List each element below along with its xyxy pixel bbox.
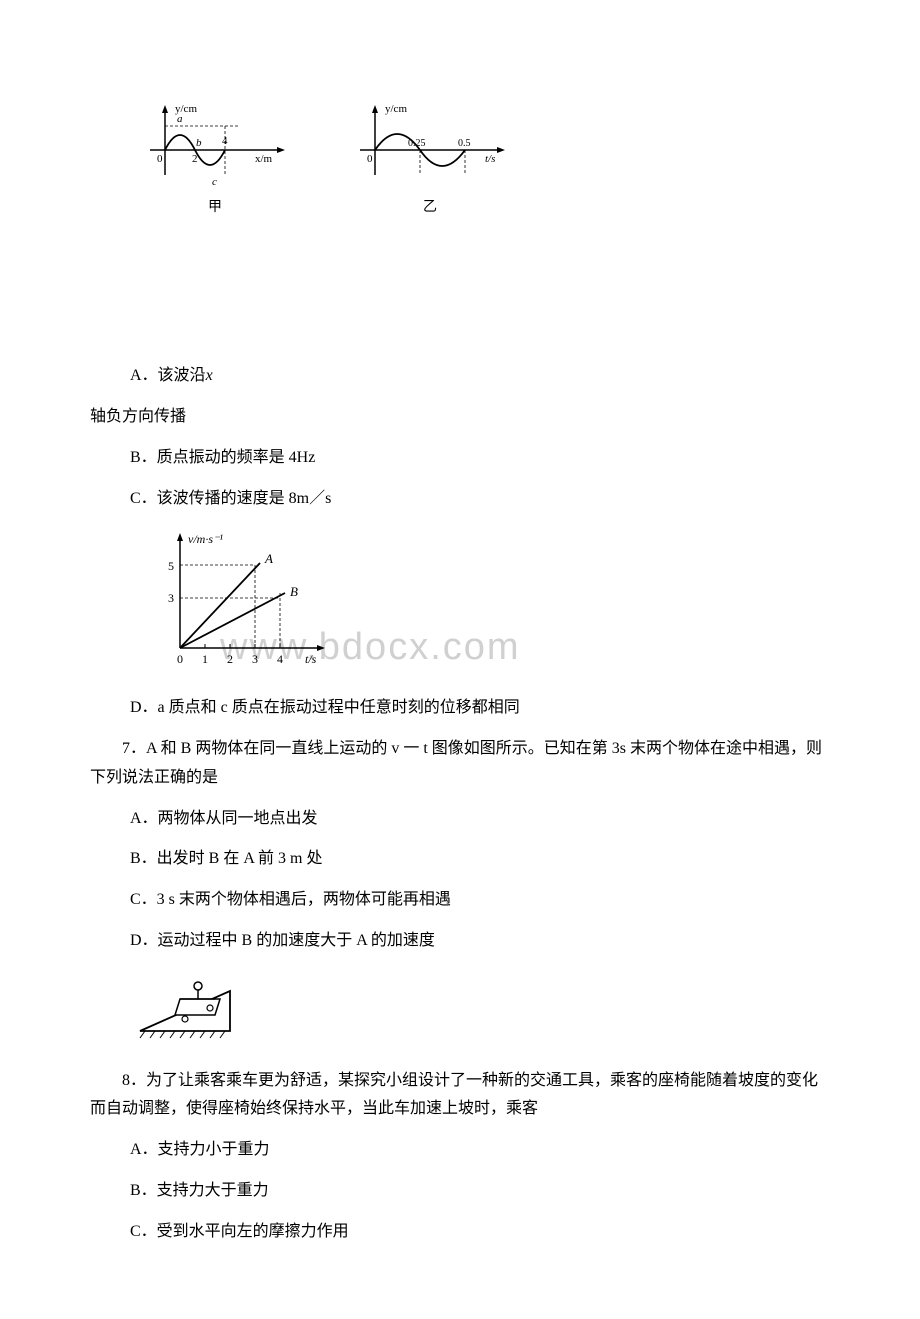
q8-option-b: B．支持力大于重力 <box>130 1177 830 1206</box>
svg-text:2: 2 <box>227 652 233 666</box>
svg-text:4: 4 <box>277 652 283 666</box>
svg-text:B: B <box>290 584 298 599</box>
q6-option-c: C．该波传播的速度是 8m／s <box>130 485 830 514</box>
svg-text:c: c <box>212 176 217 188</box>
svg-text:3: 3 <box>168 591 174 605</box>
wave-graph-left: y/cm x/m 0 2 4 a b c <box>140 100 290 190</box>
incline-svg <box>130 971 240 1041</box>
svg-text:4: 4 <box>222 135 228 147</box>
svg-text:5: 5 <box>168 559 174 573</box>
q8-text: 8．为了让乘客乘车更为舒适，某探究小组设计了一种新的交通工具，乘客的座椅能随着坡… <box>90 1067 830 1125</box>
q6-option-a: A．该波沿x <box>130 362 830 391</box>
svg-text:1: 1 <box>202 652 208 666</box>
svg-text:3: 3 <box>252 652 258 666</box>
incline-figure <box>130 971 830 1052</box>
q6-option-b: B．质点振动的频率是 4Hz <box>130 444 830 473</box>
q7-option-b: B．出发时 B 在 A 前 3 m 处 <box>130 845 830 874</box>
vt-graph-svg: v/m·s⁻¹ t/s 0 1 2 3 4 3 5 <box>150 528 330 668</box>
vt-graph: v/m·s⁻¹ t/s 0 1 2 3 4 3 5 <box>150 528 830 679</box>
y-axis-label-right: y/cm <box>385 103 407 115</box>
svg-text:v/m·s⁻¹: v/m·s⁻¹ <box>188 532 223 546</box>
svg-text:2: 2 <box>192 153 198 165</box>
x-axis-label-right: t/s <box>485 153 495 165</box>
caption-left: 甲 <box>208 195 222 220</box>
q7-text: 7．A 和 B 两物体在同一直线上运动的 v 一 t 图像如图所示。已知在第 3… <box>90 735 830 793</box>
caption-right: 乙 <box>423 195 437 220</box>
svg-text:0.25: 0.25 <box>408 138 426 149</box>
q7-option-c: C．3 s 末两个物体相遇后，两物体可能再相遇 <box>130 886 830 915</box>
svg-text:a: a <box>177 113 183 125</box>
wave-figure-left: y/cm x/m 0 2 4 a b c 甲 <box>140 100 290 220</box>
x-axis-label-left: x/m <box>255 153 273 165</box>
svg-text:0.5: 0.5 <box>458 138 471 149</box>
wave-figure-right: y/cm t/s 0 0.25 0.5 乙 <box>350 100 510 220</box>
svg-text:A: A <box>264 551 273 566</box>
svg-text:0: 0 <box>157 153 163 165</box>
q7-option-a: A．两物体从同一地点出发 <box>130 805 830 834</box>
wave-figure-row: y/cm x/m 0 2 4 a b c 甲 y/cm t/s 0 0.25 0… <box>140 100 830 220</box>
q8-option-a: A．支持力小于重力 <box>130 1136 830 1165</box>
q7-option-d: D．运动过程中 B 的加速度大于 A 的加速度 <box>130 927 830 956</box>
svg-text:0: 0 <box>367 153 373 165</box>
svg-text:b: b <box>196 137 202 149</box>
svg-text:t/s: t/s <box>305 652 317 666</box>
q8-option-c: C．受到水平向左的摩擦力作用 <box>130 1218 830 1247</box>
q6-option-a-line2: 轴负方向传播 <box>90 403 830 432</box>
svg-text:0: 0 <box>177 652 183 666</box>
wave-graph-right: y/cm t/s 0 0.25 0.5 <box>350 100 510 190</box>
q6-option-d: D．a 质点和 c 质点在振动过程中任意时刻的位移都相同 <box>130 694 830 723</box>
